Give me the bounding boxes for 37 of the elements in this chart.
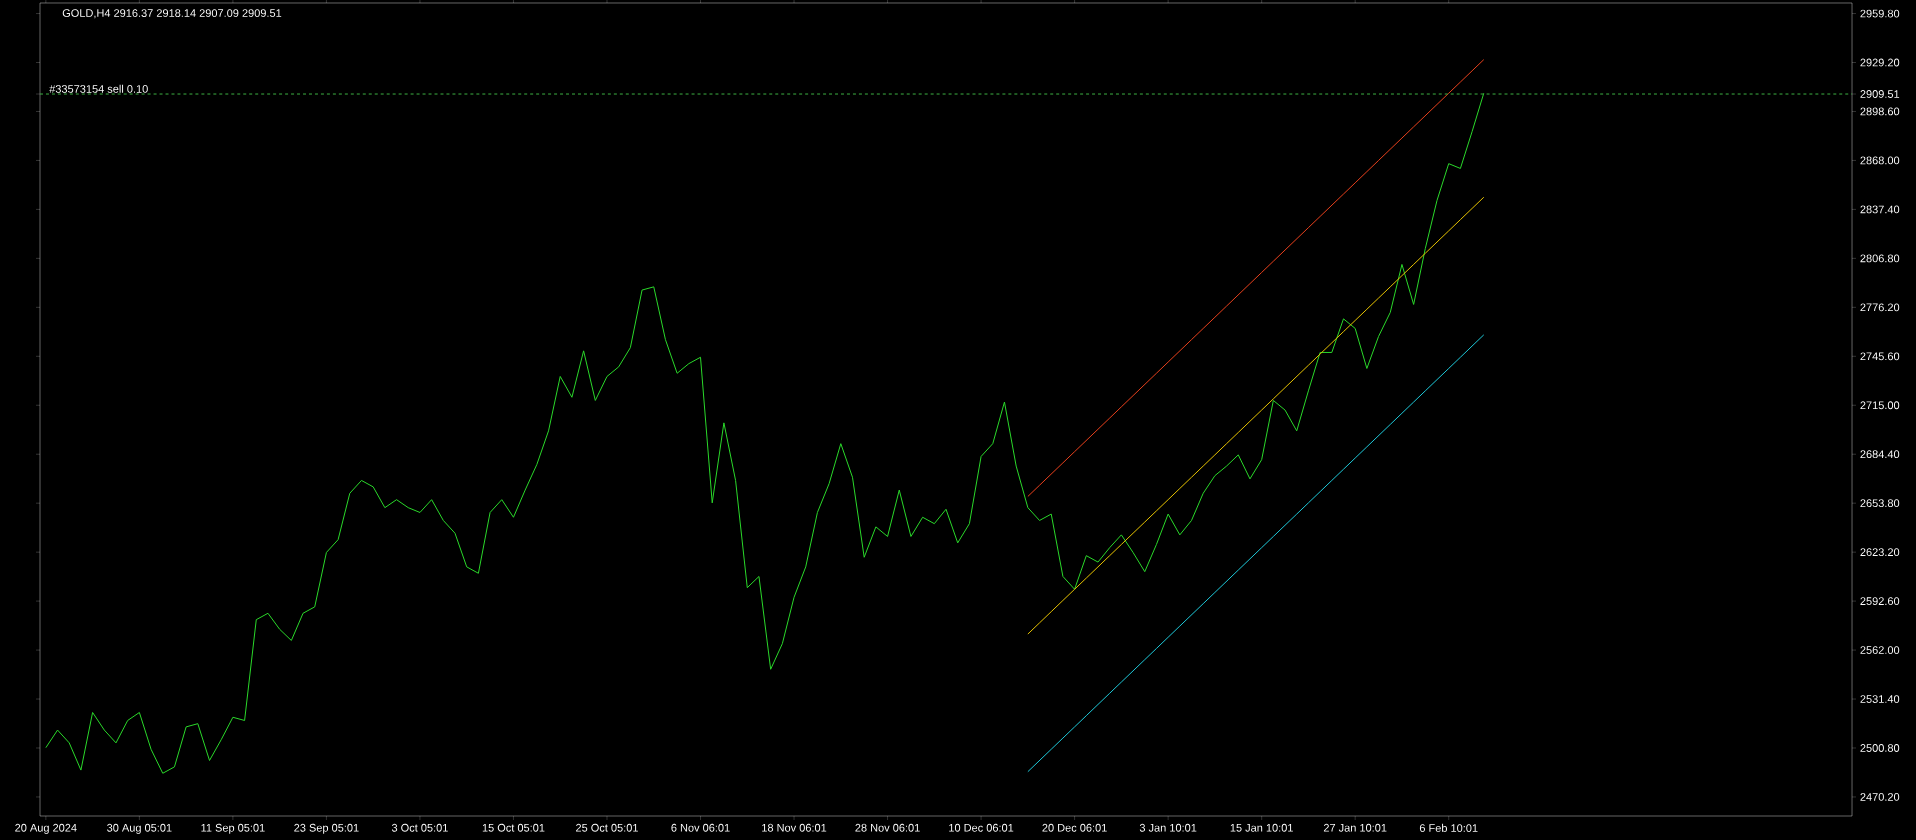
y-tick-label: 2898.60 (1860, 107, 1900, 116)
x-tick-label: 6 Nov 06:01 (671, 823, 730, 832)
line-series (45, 92, 1485, 774)
x-tick-label: 20 Aug 2024 (15, 823, 77, 834)
x-tick-label: 11 Sep 05:01 (201, 823, 265, 834)
y-tick-label: 2592.60 (1860, 597, 1900, 605)
y-tick-label: 2868.00 (1860, 156, 1900, 165)
y-tick-label: 2684.40 (1860, 450, 1900, 459)
y-tick-label: 2745.60 (1860, 352, 1900, 361)
x-tick-label: 15 Jan 10:01 (1230, 823, 1293, 832)
x-tick-label: 10 Dec 06:01 (949, 823, 1014, 832)
y-tick-label: 2837.40 (1860, 205, 1900, 214)
ref-line-label: #33573154 sell 0.10 (49, 84, 148, 93)
x-tick-label: 15 Oct 05:01 (482, 823, 545, 832)
x-tick-label: 18 Nov 06:01 (762, 823, 827, 832)
y-tick-label: 2470.20 (1860, 793, 1900, 801)
y-tick-label: 2562.00 (1860, 646, 1900, 654)
y-tick-label: 2715.00 (1860, 401, 1900, 410)
y-tick-label: 2806.80 (1860, 254, 1900, 263)
y-tick-label: 2500.80 (1860, 744, 1900, 752)
y-tick-label: 2959.80 (1860, 9, 1900, 18)
y-tick-label: 2776.20 (1860, 303, 1900, 312)
x-tick-label: 27 Jan 10:01 (1323, 823, 1387, 832)
x-tick-label: 3 Jan 10:01 (1139, 823, 1197, 832)
x-tick-label: 30 Aug 05:01 (107, 823, 172, 834)
x-tick-label: 25 Oct 05:01 (576, 823, 638, 832)
y-tick-label: 2653.80 (1860, 499, 1900, 508)
x-tick-label: 3 Oct 05:01 (391, 823, 448, 832)
x-tick-label: 28 Nov 06:01 (855, 823, 920, 832)
y-tick-label: 2623.20 (1860, 548, 1900, 557)
y-tick-label: 2929.20 (1860, 58, 1900, 67)
x-tick-label: 6 Feb 10:01 (1419, 823, 1478, 832)
x-tick-label: 20 Dec 06:01 (1042, 823, 1107, 832)
chart-title: GOLD,H4 2916.37 2918.14 2907.09 2909.51 (62, 9, 282, 19)
y-tick-label: 2909.51 (1860, 90, 1900, 98)
x-tick-label: 23 Sep 05:01 (294, 823, 359, 834)
y-tick-label: 2531.40 (1860, 695, 1900, 703)
